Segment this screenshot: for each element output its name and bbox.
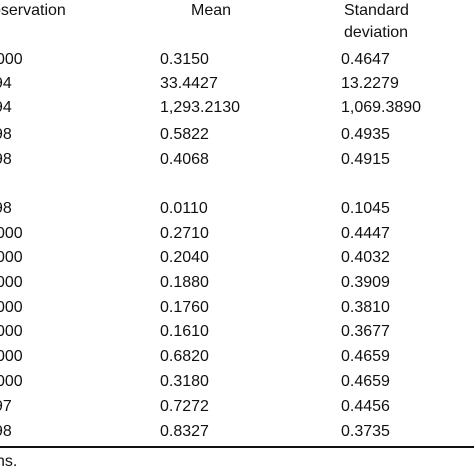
cell-standard-deviation: 0.3677 (341, 323, 390, 340)
cell-observation: 000 (0, 323, 23, 340)
table-footnote: ns. (0, 453, 18, 470)
cell-mean: 0.2710 (160, 225, 209, 242)
cell-observation: 000 (0, 348, 23, 365)
cell-mean: 0.4068 (160, 151, 209, 168)
cell-mean: 33.4427 (160, 75, 218, 92)
cell-mean: 0.1880 (160, 274, 209, 291)
cell-standard-deviation: 0.4659 (341, 373, 390, 390)
cell-standard-deviation: 0.4659 (341, 348, 390, 365)
cell-observation: 000 (0, 249, 23, 266)
cell-mean: 1,293.2130 (160, 99, 241, 116)
cell-mean: 0.8327 (160, 423, 209, 440)
cell-standard-deviation: 1,069.3890 (341, 99, 422, 116)
cell-observation: 000 (0, 51, 23, 68)
cell-standard-deviation: 0.3810 (341, 299, 390, 316)
cell-mean: 0.3150 (160, 51, 209, 68)
header-mean: Mean (191, 2, 232, 19)
cell-standard-deviation: 13.2279 (341, 75, 399, 92)
cell-mean: 0.1760 (160, 299, 209, 316)
cell-standard-deviation: 0.4915 (341, 151, 390, 168)
cell-mean: 0.5822 (160, 126, 209, 143)
header-standard-deviation-line2: deviation (344, 24, 409, 41)
cell-observation: 000 (0, 225, 23, 242)
cell-mean: 0.0110 (160, 200, 208, 217)
cell-mean: 0.1610 (160, 323, 209, 340)
cell-standard-deviation: 0.4935 (341, 126, 390, 143)
cell-standard-deviation: 0.3735 (341, 423, 390, 440)
cell-mean: 0.3180 (160, 373, 209, 390)
cell-standard-deviation: 0.4447 (341, 225, 390, 242)
cell-mean: 0.2040 (160, 249, 209, 266)
cell-standard-deviation: 0.4456 (341, 398, 390, 415)
cell-standard-deviation: 0.3909 (341, 274, 390, 291)
cell-mean: 0.6820 (160, 348, 209, 365)
cell-mean: 0.7272 (160, 398, 209, 415)
header-observation: bservation (0, 2, 66, 19)
bottom-rule (0, 446, 474, 448)
cell-observation: 000 (0, 373, 23, 390)
cell-standard-deviation: 0.4032 (341, 249, 390, 266)
cell-observation: 000 (0, 274, 23, 291)
cell-standard-deviation: 0.1045 (341, 200, 390, 217)
cell-observation: 98 (0, 126, 12, 143)
cell-observation: 97 (0, 398, 12, 415)
cell-observation: 98 (0, 151, 12, 168)
cell-standard-deviation: 0.4647 (341, 51, 390, 68)
cell-observation: 98 (0, 200, 12, 217)
header-standard-deviation-line1: Standard (344, 2, 409, 19)
cell-observation: 000 (0, 299, 23, 316)
cell-observation: 94 (0, 99, 12, 116)
cell-observation: 94 (0, 75, 12, 92)
cell-observation: 98 (0, 423, 12, 440)
